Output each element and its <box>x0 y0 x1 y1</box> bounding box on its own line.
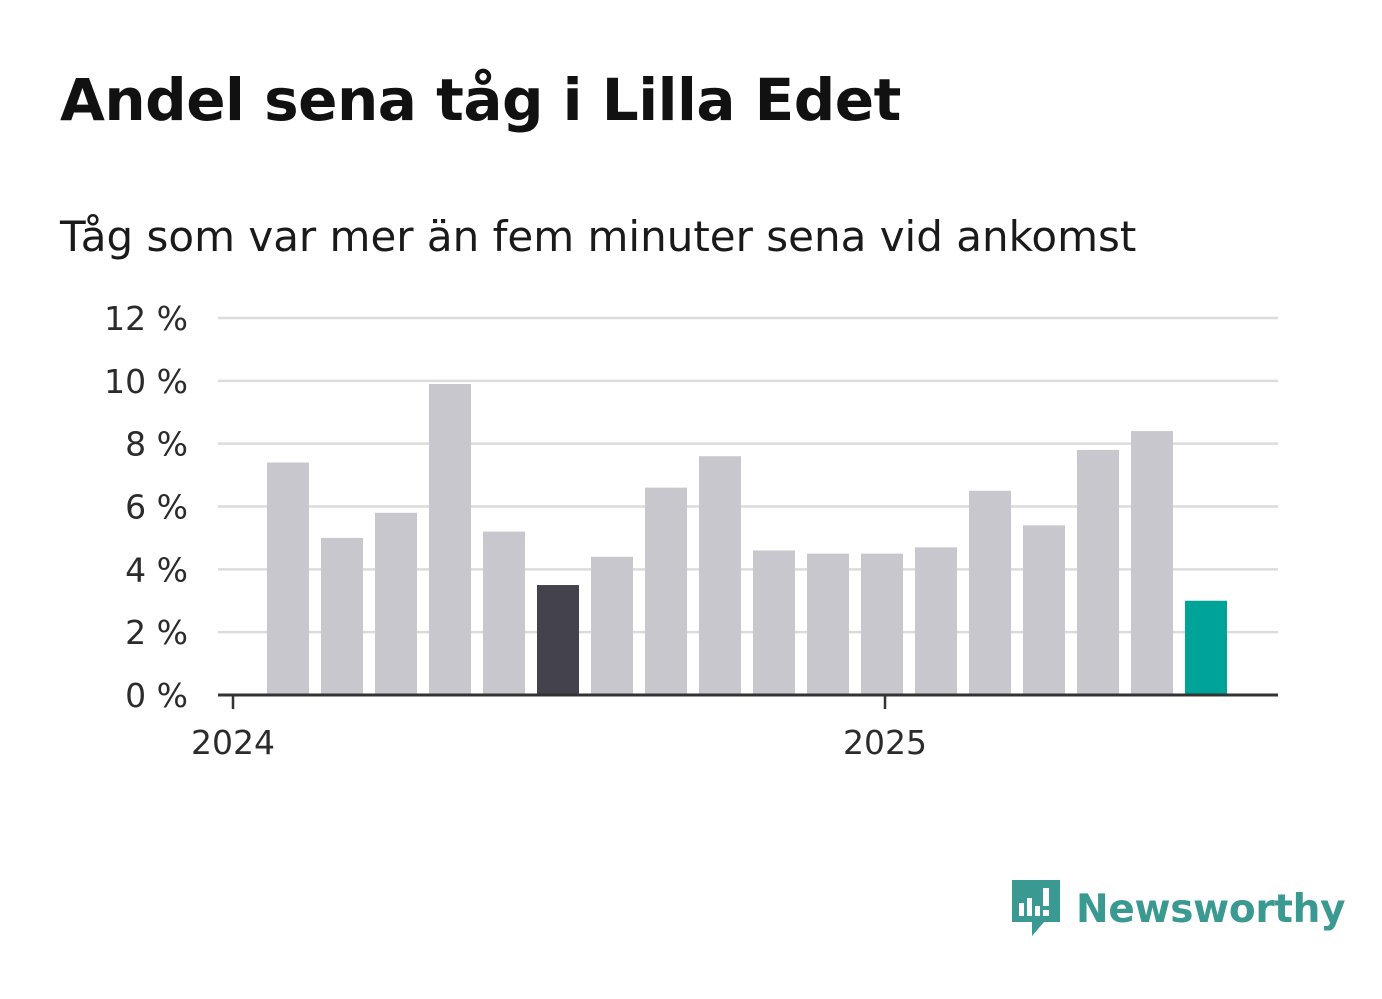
bar <box>861 553 903 695</box>
bar <box>537 585 579 695</box>
chart-subtitle: Tåg som var mer än fem minuter sena vid … <box>60 212 1137 261</box>
y-tick-label: 8 % <box>125 425 188 464</box>
chart-title: Andel sena tåg i Lilla Edet <box>60 66 901 134</box>
bar <box>375 512 417 695</box>
bars <box>267 383 1227 695</box>
bar <box>429 383 471 695</box>
y-tick-label: 6 % <box>125 488 188 527</box>
bar <box>807 553 849 695</box>
bar <box>969 490 1011 695</box>
y-tick-label: 12 % <box>104 299 188 338</box>
bar <box>267 462 309 695</box>
bar <box>591 556 633 695</box>
newsworthy-logo-icon <box>1012 880 1060 936</box>
x-tick-label: 2024 <box>191 723 275 762</box>
y-tick-label: 2 % <box>125 613 188 652</box>
x-axis-ticks: 2024 2025 <box>191 695 927 762</box>
y-tick-label: 4 % <box>125 550 188 589</box>
brand: Newsworthy <box>1010 878 1346 940</box>
bar <box>1185 600 1227 695</box>
x-tick-label: 2025 <box>843 723 927 762</box>
y-tick-label: 10 % <box>104 362 188 401</box>
y-tick-label: 0 % <box>125 676 188 715</box>
bar <box>645 487 687 695</box>
bar <box>1023 525 1065 695</box>
bar <box>483 531 525 695</box>
y-axis-ticks: 0 % 2 % 4 % 6 % 8 % 10 % 12 % <box>104 299 188 715</box>
bar <box>1131 431 1173 695</box>
bar <box>321 537 363 695</box>
brand-name: Newsworthy <box>1076 886 1346 932</box>
bar <box>699 456 741 695</box>
bar <box>753 550 795 695</box>
bar <box>1077 449 1119 695</box>
bar <box>915 547 957 695</box>
